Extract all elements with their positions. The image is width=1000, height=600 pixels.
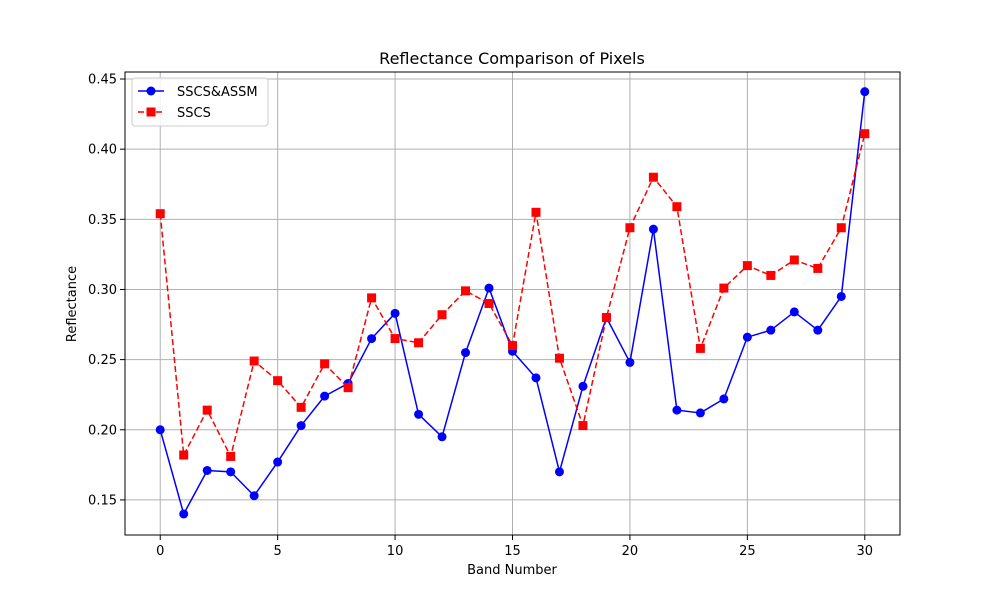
data-point-sscs-assm <box>484 283 494 293</box>
data-point-sscs-assm <box>742 332 752 342</box>
data-point-sscs <box>601 313 611 323</box>
data-point-sscs <box>648 172 658 182</box>
data-point-sscs-assm <box>155 425 165 435</box>
x-tick-label: 5 <box>274 544 282 559</box>
data-point-sscs <box>367 293 377 303</box>
data-point-sscs <box>813 263 823 273</box>
data-point-sscs <box>226 451 236 461</box>
data-point-sscs-assm <box>766 325 776 335</box>
data-point-sscs-assm <box>461 348 471 358</box>
data-point-sscs <box>836 223 846 233</box>
data-point-sscs-assm <box>648 224 658 234</box>
data-point-sscs <box>320 359 330 369</box>
data-point-sscs <box>742 261 752 271</box>
data-point-sscs-assm <box>625 357 635 367</box>
y-tick-label: 0.40 <box>88 143 117 158</box>
data-point-sscs <box>860 129 870 139</box>
data-point-sscs-assm <box>273 457 283 467</box>
x-tick-label: 15 <box>504 544 521 559</box>
data-point-sscs <box>273 376 283 386</box>
data-point-sscs-assm <box>179 509 189 519</box>
y-tick-label: 0.45 <box>88 73 117 88</box>
axis-ticks: 0 5 10 15 20 25 30 0.15 0.20 0.25 0.30 0.35 0.40 0.45 <box>88 73 873 559</box>
x-axis-label: Band Number <box>467 563 557 578</box>
y-tick-label: 0.20 <box>88 423 117 438</box>
y-tick-label: 0.15 <box>88 493 117 508</box>
data-point-sscs <box>625 223 635 233</box>
data-point-sscs-assm <box>249 491 259 501</box>
data-point-sscs-assm <box>531 373 541 383</box>
data-point-sscs-assm <box>789 307 799 317</box>
data-point-sscs-assm <box>367 334 377 344</box>
data-point-sscs <box>179 450 189 460</box>
data-point-sscs <box>719 283 729 293</box>
series-layer <box>155 87 870 519</box>
chart-title: Reflectance Comparison of Pixels <box>379 49 645 68</box>
data-point-sscs <box>414 338 424 348</box>
data-point-sscs-assm <box>437 432 447 442</box>
data-point-sscs-assm <box>672 405 682 415</box>
data-point-sscs-assm <box>320 391 330 401</box>
data-point-sscs <box>461 286 471 296</box>
y-tick-label: 0.25 <box>88 353 117 368</box>
y-tick-label: 0.35 <box>88 213 117 228</box>
data-point-sscs <box>789 255 799 265</box>
data-point-sscs-assm <box>226 467 236 477</box>
data-point-sscs <box>390 334 400 344</box>
data-point-sscs-assm <box>202 465 212 475</box>
data-point-sscs-assm <box>578 381 588 391</box>
legend-label-sscs-assm: SSCS&ASSM <box>177 85 258 100</box>
data-point-sscs <box>508 341 517 351</box>
data-point-sscs <box>202 405 212 415</box>
legend-marker-sscs-assm <box>146 86 156 96</box>
data-point-sscs-assm <box>554 467 564 477</box>
data-point-sscs <box>155 209 165 219</box>
x-tick-label: 10 <box>387 544 404 559</box>
legend: SSCS&ASSM SSCS <box>131 77 269 127</box>
data-point-sscs-assm <box>836 291 846 301</box>
x-tick-label: 0 <box>156 544 164 559</box>
data-point-sscs <box>531 207 541 217</box>
data-point-sscs <box>672 202 682 212</box>
y-tick-label: 0.30 <box>88 283 117 298</box>
data-point-sscs-assm <box>813 325 823 335</box>
data-point-sscs-assm <box>695 408 705 418</box>
legend-marker-sscs <box>146 107 156 117</box>
legend-label-sscs: SSCS <box>177 106 211 121</box>
x-tick-label: 25 <box>739 544 756 559</box>
data-point-sscs <box>484 299 494 308</box>
data-point-sscs-assm <box>414 409 424 419</box>
data-point-sscs-assm <box>390 308 400 318</box>
data-point-sscs <box>554 353 564 363</box>
data-point-sscs <box>766 270 776 280</box>
data-point-sscs <box>343 383 353 393</box>
data-point-sscs <box>695 343 705 353</box>
x-tick-label: 20 <box>622 544 639 559</box>
data-point-sscs <box>249 356 259 366</box>
data-point-sscs <box>437 310 447 320</box>
y-axis-label: Reflectance <box>65 266 80 342</box>
data-point-sscs <box>578 421 588 431</box>
data-point-sscs-assm <box>860 87 870 97</box>
data-point-sscs-assm <box>719 394 729 404</box>
x-tick-label: 30 <box>856 544 873 559</box>
data-point-sscs <box>296 402 306 412</box>
data-point-sscs-assm <box>296 421 306 431</box>
legend-box <box>131 77 269 127</box>
